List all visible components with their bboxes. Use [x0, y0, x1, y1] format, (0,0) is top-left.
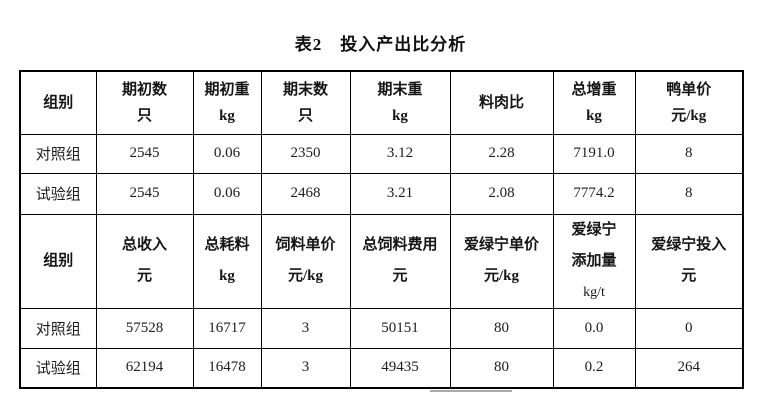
data-cell: 0.0: [552, 307, 636, 349]
scan-artifact-line: [430, 390, 512, 392]
table-row-control-group-2: 对照组 57528 16717 3 50151 80 0.0 0: [19, 307, 744, 349]
section2-header-row: 组别 总收入元 总耗料 kg 饲料单价 元/kg 总饲料费用元 爱绿宁单价 元/kg …: [19, 213, 744, 309]
header-cell-final-count: 期末数只: [260, 70, 351, 135]
header-line: 鸭单价: [666, 81, 712, 98]
data-cell: 2350: [260, 133, 351, 174]
row-label-cell: 试验组: [19, 347, 97, 389]
header-line: 爱绿宁投入: [651, 237, 727, 253]
header-cell-feed-price: 饲料单价元/kg: [260, 213, 351, 309]
data-cell: 80: [449, 307, 554, 349]
header-unit: kg/t: [583, 284, 605, 300]
header-cell-group: 组别: [19, 70, 97, 135]
header-line: 添加量: [571, 252, 617, 269]
data-cell: 16717: [192, 307, 262, 349]
data-cell: 7774.2: [552, 172, 636, 215]
header-line: 期末数: [282, 81, 328, 98]
header-cell-initial-weight: 期初重 kg: [192, 70, 262, 135]
header-cell-total-feed: 总耗料 kg: [192, 213, 262, 309]
header-line: 料肉比: [478, 94, 524, 111]
data-cell: 2545: [95, 172, 194, 215]
header-cell-ailvning-price: 爱绿宁单价元/kg: [449, 213, 554, 309]
data-cell: 3.12: [349, 133, 451, 174]
data-cell: 3: [260, 347, 351, 389]
data-cell: 2545: [95, 133, 194, 174]
header-line: 总饲料费用: [362, 237, 438, 253]
table-title: 表2 投入产出比分析: [294, 35, 467, 54]
header-line: 期初重: [204, 81, 250, 98]
header-unit: kg: [586, 107, 602, 124]
header-line: 元/kg: [287, 268, 323, 284]
header-line: 爱绿宁单价: [463, 237, 539, 253]
data-cell: 0.2: [552, 347, 636, 389]
header-cell-total-revenue: 总收入元: [95, 213, 194, 309]
table-row-test-group-2: 试验组 62194 16478 3 49435 80 0.2 264: [19, 347, 744, 389]
row-label-cell: 试验组: [19, 172, 97, 215]
header-cell-feed-meat-ratio: 料肉比: [449, 70, 554, 135]
header-line: 总收入: [121, 237, 167, 253]
data-cell: 2.08: [449, 172, 554, 215]
input-output-ratio-table: 组别 期初数只 期初重 kg 期末数只 期末重 kg 料肉比 总增重 kg 鸭单价元/…: [19, 70, 744, 389]
header-line: 总耗料: [204, 237, 250, 253]
header-cell-ailvning-input: 爱绿宁投入元: [634, 213, 744, 309]
header-cell-total-gain: 总增重 kg: [552, 70, 636, 135]
header-line: 饲料单价: [275, 237, 336, 253]
header-line: 期初数: [121, 81, 167, 98]
table-row-test-group-1: 试验组 2545 0.06 2468 3.21 2.08 7774.2 8: [19, 172, 744, 215]
header-cell-duck-price: 鸭单价元/kg: [634, 70, 744, 135]
header-line: 元/kg: [483, 268, 519, 284]
data-cell: 2.28: [449, 133, 554, 174]
header-unit: 只: [297, 107, 313, 124]
data-cell: 7191.0: [552, 133, 636, 174]
data-cell: 57528: [95, 307, 194, 349]
data-cell: 80: [449, 347, 554, 389]
header-line: 元: [681, 268, 697, 284]
data-cell: 62194: [95, 347, 194, 389]
header-cell-total-feed-cost: 总饲料费用元: [349, 213, 451, 309]
data-cell: 8: [634, 172, 744, 215]
header-line: 元: [392, 268, 408, 284]
header-cell-final-weight: 期末重 kg: [349, 70, 451, 135]
header-cell-group: 组别: [19, 213, 97, 309]
data-cell: 0: [634, 307, 744, 349]
data-cell: 0.06: [192, 133, 262, 174]
section1-header-row: 组别 期初数只 期初重 kg 期末数只 期末重 kg 料肉比 总增重 kg 鸭单价元/…: [19, 70, 744, 135]
data-cell: 8: [634, 133, 744, 174]
table-row-control-group-1: 对照组 2545 0.06 2350 3.12 2.28 7191.0 8: [19, 133, 744, 174]
data-cell: 0.06: [192, 172, 262, 215]
header-line: 组别: [43, 94, 74, 111]
data-cell: 264: [634, 347, 744, 389]
header-cell-ailvning-dosage: 爱绿宁添加量 kg/t: [552, 213, 636, 309]
data-cell: 49435: [349, 347, 451, 389]
header-line: 总增重: [571, 81, 617, 98]
header-line: kg: [219, 268, 235, 284]
header-line: 爱绿宁: [571, 221, 617, 238]
header-unit: 元/kg: [671, 107, 707, 124]
header-cell-initial-count: 期初数只: [95, 70, 194, 135]
header-line: 期末重: [377, 81, 423, 98]
header-unit: kg: [219, 107, 235, 124]
row-label-cell: 对照组: [19, 307, 97, 349]
header-unit: kg: [392, 107, 408, 124]
data-cell: 3: [260, 307, 351, 349]
row-label-cell: 对照组: [19, 133, 97, 174]
data-cell: 3.21: [349, 172, 451, 215]
data-cell: 2468: [260, 172, 351, 215]
header-line: 组别: [43, 252, 74, 269]
data-cell: 16478: [192, 347, 262, 389]
data-cell: 50151: [349, 307, 451, 349]
header-line: 元: [136, 268, 152, 284]
header-unit: 只: [136, 107, 152, 124]
